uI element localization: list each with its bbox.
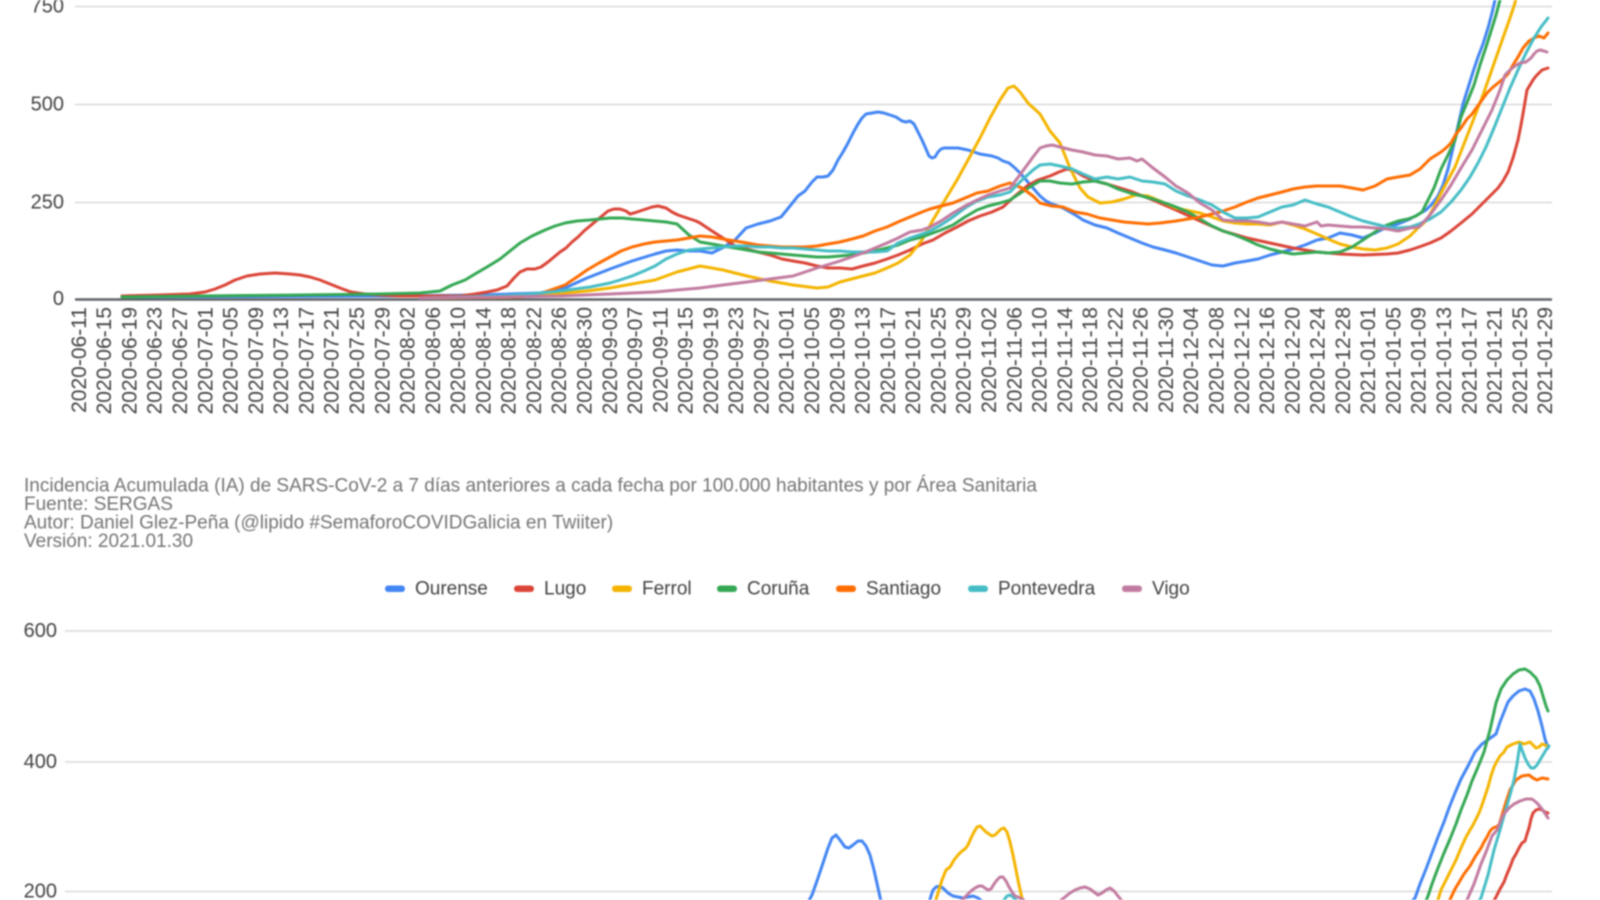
- svg-text:Autor: Daniel Glez-Peña (@lipi: Autor: Daniel Glez-Peña (@lipido #Semafo…: [24, 513, 613, 534]
- svg-text:2020-09-11: 2020-09-11: [649, 307, 672, 413]
- svg-text:2020-12-16: 2020-12-16: [1256, 307, 1279, 414]
- svg-text:2020-09-27: 2020-09-27: [750, 307, 773, 414]
- svg-text:2020-08-06: 2020-08-06: [422, 307, 445, 414]
- svg-text:750: 750: [31, 0, 64, 18]
- svg-text:2020-08-26: 2020-08-26: [548, 307, 571, 414]
- svg-text:2020-08-22: 2020-08-22: [523, 307, 546, 414]
- svg-text:600: 600: [24, 620, 57, 642]
- svg-text:2020-11-18: 2020-11-18: [1079, 307, 1102, 413]
- svg-text:2020-08-30: 2020-08-30: [573, 307, 596, 414]
- svg-text:2020-12-04: 2020-12-04: [1180, 307, 1203, 415]
- svg-text:2020-06-15: 2020-06-15: [93, 307, 116, 414]
- svg-text:2020-09-23: 2020-09-23: [725, 307, 748, 414]
- svg-text:Santiago: Santiago: [866, 579, 941, 600]
- svg-text:2020-08-14: 2020-08-14: [472, 307, 495, 415]
- svg-text:2020-07-05: 2020-07-05: [220, 307, 243, 414]
- svg-text:Incidencia Acumulada (IA) de S: Incidencia Acumulada (IA) de SARS-CoV-2 …: [24, 476, 1037, 497]
- svg-text:2020-10-21: 2020-10-21: [902, 307, 925, 414]
- svg-text:2020-07-09: 2020-07-09: [245, 307, 268, 414]
- svg-text:2020-12-28: 2020-12-28: [1332, 307, 1355, 414]
- svg-text:2020-12-24: 2020-12-24: [1307, 307, 1330, 415]
- svg-text:2021-01-05: 2021-01-05: [1382, 307, 1405, 414]
- svg-text:500: 500: [31, 94, 64, 116]
- svg-text:2020-07-17: 2020-07-17: [295, 307, 318, 414]
- svg-text:2020-07-13: 2020-07-13: [270, 307, 293, 414]
- svg-text:2020-08-02: 2020-08-02: [396, 307, 419, 414]
- svg-text:2021-01-21: 2021-01-21: [1484, 307, 1507, 414]
- svg-text:2020-10-09: 2020-10-09: [826, 307, 849, 414]
- svg-text:Coruña: Coruña: [747, 579, 810, 600]
- svg-text:2020-11-14: 2020-11-14: [1054, 307, 1077, 413]
- svg-text:2020-12-20: 2020-12-20: [1281, 307, 1304, 414]
- svg-text:2021-01-01: 2021-01-01: [1357, 307, 1380, 414]
- svg-text:2020-09-07: 2020-09-07: [624, 307, 647, 414]
- svg-text:Ferrol: Ferrol: [642, 579, 692, 600]
- svg-text:250: 250: [31, 192, 64, 214]
- svg-text:400: 400: [24, 751, 57, 773]
- svg-text:2020-07-25: 2020-07-25: [346, 307, 369, 414]
- svg-text:2021-01-29: 2021-01-29: [1534, 307, 1557, 414]
- svg-text:2020-07-29: 2020-07-29: [371, 307, 394, 414]
- svg-text:Fuente: SERGAS: Fuente: SERGAS: [24, 494, 173, 515]
- svg-text:2020-10-13: 2020-10-13: [852, 307, 875, 414]
- svg-text:2021-01-13: 2021-01-13: [1433, 307, 1456, 414]
- svg-text:2020-12-12: 2020-12-12: [1231, 307, 1254, 414]
- svg-text:Vigo: Vigo: [1152, 579, 1190, 600]
- svg-text:2021-01-09: 2021-01-09: [1408, 307, 1431, 414]
- svg-text:2020-11-06: 2020-11-06: [1003, 307, 1026, 413]
- svg-text:2020-11-22: 2020-11-22: [1104, 307, 1127, 413]
- svg-text:2020-07-01: 2020-07-01: [194, 307, 217, 414]
- svg-text:2020-10-05: 2020-10-05: [801, 307, 824, 414]
- svg-text:2020-06-23: 2020-06-23: [144, 307, 167, 414]
- svg-text:2020-09-19: 2020-09-19: [700, 307, 723, 414]
- svg-text:2020-09-03: 2020-09-03: [599, 307, 622, 414]
- svg-text:2020-10-17: 2020-10-17: [877, 307, 900, 414]
- svg-text:Lugo: Lugo: [544, 579, 586, 600]
- svg-text:2020-06-27: 2020-06-27: [169, 307, 192, 414]
- svg-text:2020-06-11: 2020-06-11: [68, 307, 91, 413]
- svg-text:2020-11-02: 2020-11-02: [978, 307, 1001, 413]
- svg-text:2020-11-30: 2020-11-30: [1155, 307, 1178, 413]
- svg-text:2020-08-18: 2020-08-18: [498, 307, 521, 414]
- svg-text:200: 200: [24, 881, 57, 900]
- svg-text:2020-11-10: 2020-11-10: [1028, 307, 1051, 413]
- svg-text:2020-11-26: 2020-11-26: [1130, 307, 1153, 413]
- svg-text:2021-01-17: 2021-01-17: [1458, 307, 1481, 414]
- svg-text:2021-01-25: 2021-01-25: [1509, 307, 1532, 414]
- svg-text:2020-07-21: 2020-07-21: [321, 307, 344, 414]
- svg-text:0: 0: [53, 288, 64, 310]
- svg-text:2020-10-29: 2020-10-29: [953, 307, 976, 414]
- svg-text:2020-12-08: 2020-12-08: [1205, 307, 1228, 414]
- svg-text:2020-10-25: 2020-10-25: [927, 307, 950, 414]
- svg-text:2020-09-15: 2020-09-15: [675, 307, 698, 414]
- svg-text:Versión: 2021.01.30: Versión: 2021.01.30: [24, 531, 193, 552]
- svg-text:2020-10-01: 2020-10-01: [776, 307, 799, 414]
- svg-text:2020-06-19: 2020-06-19: [118, 307, 141, 414]
- svg-text:Ourense: Ourense: [415, 579, 488, 600]
- svg-text:2020-08-10: 2020-08-10: [447, 307, 470, 414]
- svg-text:Pontevedra: Pontevedra: [998, 579, 1096, 600]
